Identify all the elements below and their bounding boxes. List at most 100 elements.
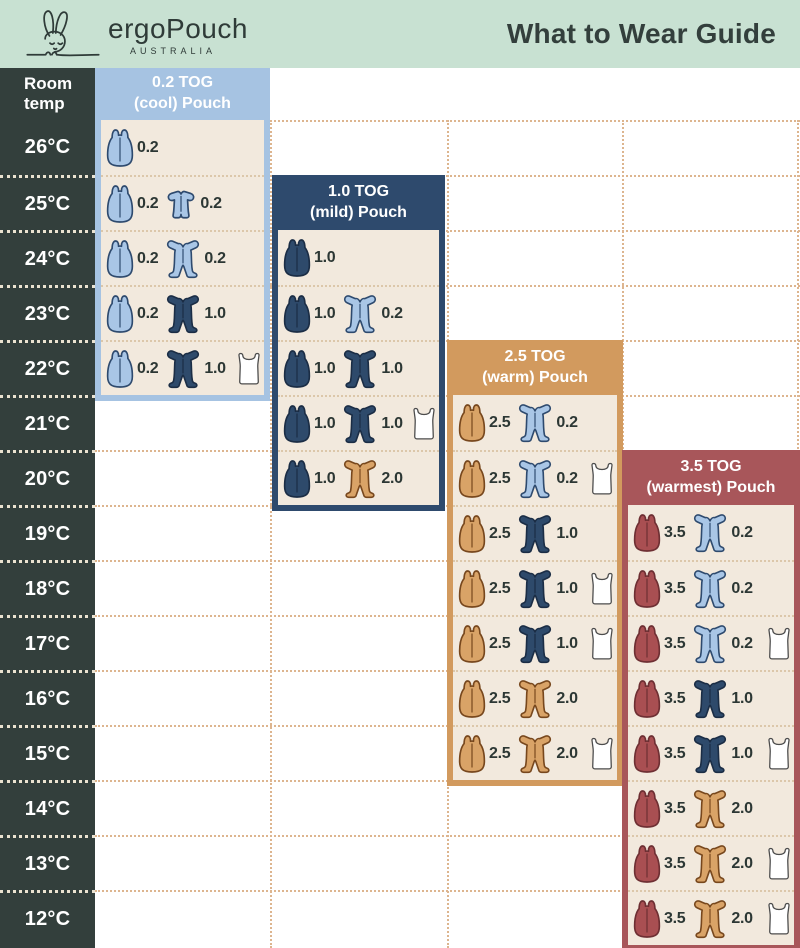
temp-cell: 16°C: [0, 670, 95, 725]
suit-icon: [691, 843, 729, 885]
pouch-icon: [457, 568, 487, 610]
pouch-icon: [632, 733, 662, 775]
suit-icon: [516, 402, 554, 444]
panel-row-25°C: 0.2 0.2: [101, 175, 264, 230]
tog-value: 2.0: [381, 469, 403, 487]
temp-cell: 26°C: [24, 136, 71, 158]
tog-value: 1.0: [556, 579, 578, 597]
tog-value: 0.2: [556, 469, 578, 487]
pouch-icon: [457, 513, 487, 555]
panel-body: 0.2 0.2 0.2 0.2 0.2 0.2 1.0 0.2 1.0: [95, 120, 270, 401]
pouch-icon: [282, 237, 312, 279]
suit-icon: [516, 568, 554, 610]
tog-value: 2.0: [731, 854, 753, 872]
tog-value: 0.2: [731, 523, 753, 541]
panel-row-17°C: 2.5 1.0: [453, 615, 617, 670]
tog-value: 2.5: [489, 744, 511, 762]
panel-header: 2.5 TOG (warm) Pouch: [447, 340, 623, 395]
page-title: What to Wear Guide: [506, 18, 776, 49]
pouch-icon: [632, 898, 662, 940]
pouch-icon: [457, 623, 487, 665]
page-header: ergoPouch AUSTRALIA What to Wear Guide: [0, 0, 800, 68]
panel-header: 3.5 TOG (warmest) Pouch: [622, 450, 800, 505]
tog-value: 0.2: [200, 194, 222, 212]
pouch-icon: [282, 458, 312, 500]
suit-icon: [691, 898, 729, 940]
pouch-icon: [457, 678, 487, 720]
tog-value: 0.2: [137, 304, 159, 322]
panel-row-20°C: 2.5 0.2: [453, 450, 617, 505]
panel-1-0-tog: 1.0 TOG (mild) Pouch 1.0 1.0 0.2 1.0 1.0 1.0 1…: [272, 175, 445, 511]
pouch-icon: [105, 293, 135, 335]
tog-value: 0.2: [381, 304, 403, 322]
romper-icon: [164, 188, 198, 220]
panel-row-16°C: 2.5 2.0: [453, 670, 617, 725]
brand-text: ergoPouch AUSTRALIA: [108, 15, 248, 62]
panel-row-13°C: 3.5 2.0: [628, 835, 794, 890]
suit-icon: [691, 733, 729, 775]
brand-name: ergoPouch: [108, 13, 248, 44]
panel-header: 1.0 TOG (mild) Pouch: [272, 175, 445, 230]
panel-title-line2: (cool) Pouch: [134, 95, 231, 112]
tog-value: 0.2: [137, 249, 159, 267]
tog-value: 3.5: [664, 634, 686, 652]
tog-value: 0.2: [137, 138, 159, 156]
singlet-icon: [590, 736, 614, 771]
tog-value: 1.0: [381, 359, 403, 377]
temp-cell: 20°C: [0, 450, 95, 505]
singlet-icon: [767, 901, 791, 936]
suit-icon: [516, 458, 554, 500]
pouch-icon: [457, 458, 487, 500]
temp-cell: 22°C: [0, 340, 95, 395]
tog-value: 0.2: [556, 413, 578, 431]
temp-cell: 19°C: [0, 505, 95, 560]
guide-table: Room temp 26°C 25°C 24°C 23°C 22°C 21°C 20°C 19…: [0, 68, 800, 948]
grid-vline: [270, 120, 272, 948]
panel-title-line1: 2.5 TOG: [504, 347, 566, 365]
singlet-icon: [767, 846, 791, 881]
suit-icon: [341, 348, 379, 390]
suit-icon: [691, 512, 729, 554]
temp-cell: 15°C: [0, 725, 95, 780]
rabbit-logo-icon: [24, 6, 102, 62]
temp-column: Room temp 26°C 25°C 24°C 23°C 22°C 21°C 20°C 19…: [0, 68, 95, 948]
temp-column-cells: 26°C 25°C 24°C 23°C 22°C 21°C 20°C 19°C 18°C 17°C…: [0, 120, 95, 945]
panel-row-14°C: 3.5 2.0: [628, 780, 794, 835]
panel-title-line2: (mild) Pouch: [310, 203, 407, 221]
tog-value: 2.0: [556, 689, 578, 707]
tog-value: 3.5: [664, 689, 686, 707]
suit-icon: [341, 293, 379, 335]
tog-value: 3.5: [664, 799, 686, 817]
panel-row-22°C: 1.0 1.0: [278, 340, 439, 395]
panel-row-17°C: 3.5 0.2: [628, 615, 794, 670]
panel-body: 1.0 1.0 0.2 1.0 1.0 1.0 1.0 1.0 2.0: [272, 230, 445, 511]
panel-row-23°C: 0.2 1.0: [101, 285, 264, 340]
suit-icon: [164, 293, 202, 335]
tog-value: 1.0: [314, 304, 336, 322]
singlet-icon: [767, 736, 791, 771]
panel-row-18°C: 2.5 1.0: [453, 560, 617, 615]
panel-row-21°C: 2.5 0.2: [453, 395, 617, 450]
tog-value: 2.0: [731, 909, 753, 927]
tog-value: 3.5: [664, 909, 686, 927]
temp-cell: 25°C: [0, 175, 95, 230]
panel-title-line1: 3.5 TOG: [680, 457, 742, 475]
singlet-icon: [412, 406, 436, 441]
suit-icon: [691, 788, 729, 830]
tog-value: 0.2: [204, 249, 226, 267]
tog-value: 2.0: [556, 744, 578, 762]
panel-body: 3.5 0.2 3.5 0.2 3.5 0.2 3.5 1.0 3.5 1.0 3.5 2.0 3.5 2…: [622, 505, 800, 948]
pouch-icon: [105, 127, 135, 169]
panel-title-line2: (warm) Pouch: [482, 368, 588, 386]
tog-value: 2.5: [489, 689, 511, 707]
temp-cell: 24°C: [0, 230, 95, 285]
panel-title-line1: 1.0 TOG: [327, 182, 390, 200]
suit-icon: [341, 458, 379, 500]
panel-row-24°C: 1.0: [278, 230, 439, 285]
singlet-icon: [590, 461, 614, 496]
brand-subtitle: AUSTRALIA: [130, 46, 217, 56]
tog-value: 1.0: [204, 304, 226, 322]
tog-value: 1.0: [314, 469, 336, 487]
tog-value: 2.5: [489, 634, 511, 652]
suit-icon: [516, 513, 554, 555]
